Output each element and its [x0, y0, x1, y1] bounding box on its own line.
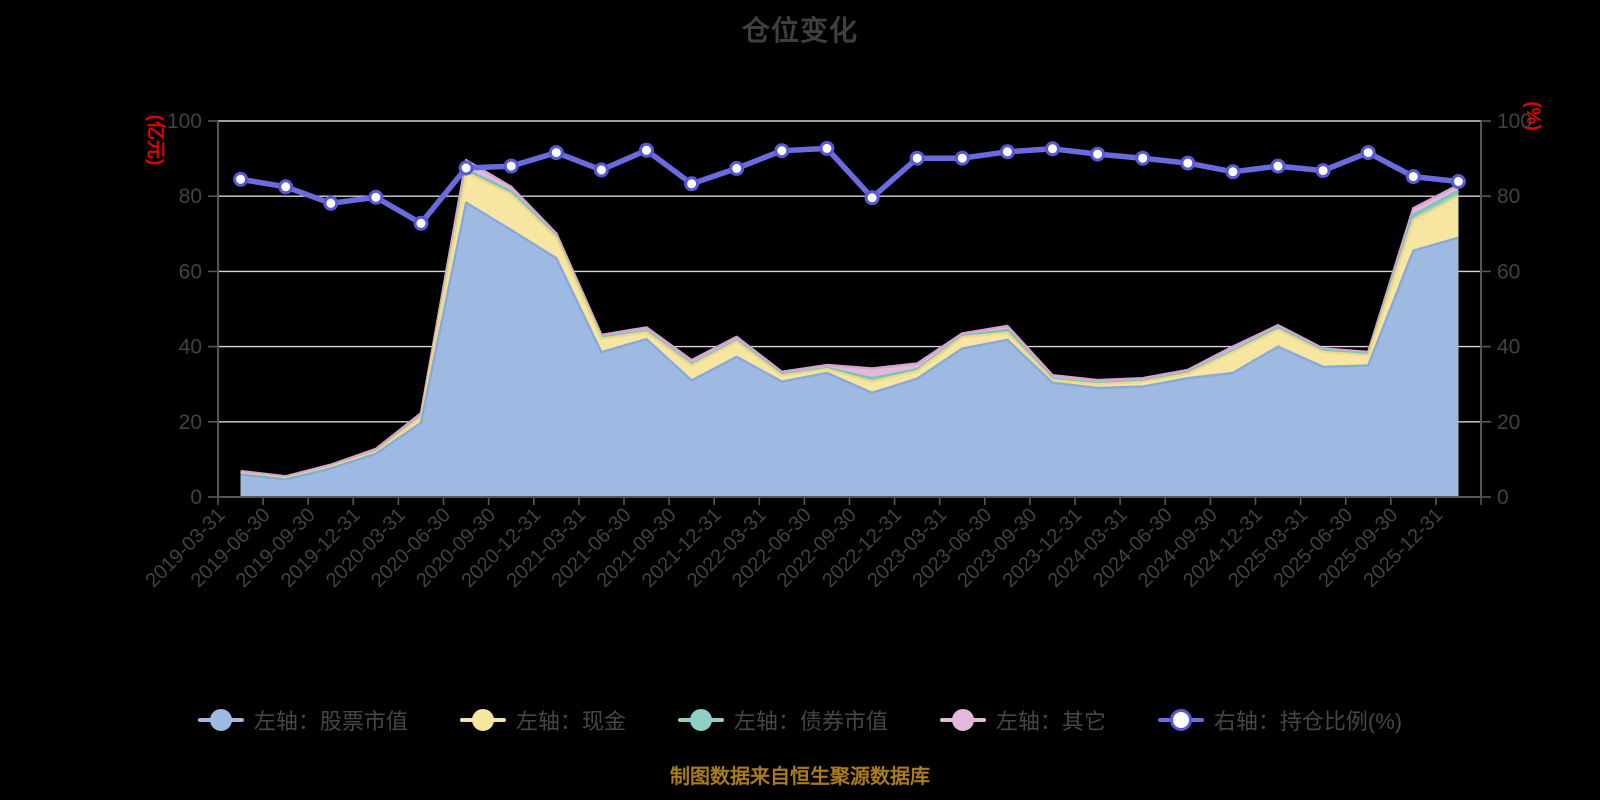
other-series-marker-icon [939, 708, 986, 732]
chart-legend: 左轴：股票市值 左轴：现金 左轴：债券市值 左轴：其它 右轴：持仓比例(%) [0, 704, 1600, 736]
legend-item-bond[interactable]: 左轴：债券市值 [677, 704, 888, 736]
legend-item-stock[interactable]: 左轴：股票市值 [197, 704, 408, 736]
svg-text:60: 60 [179, 260, 202, 283]
legend-item-other[interactable]: 左轴：其它 [939, 704, 1106, 736]
legend-label: 左轴：债券市值 [733, 709, 888, 734]
ratio-series-marker-icon [1157, 708, 1204, 732]
svg-text:80: 80 [179, 185, 202, 208]
svg-text:80: 80 [1497, 185, 1520, 208]
svg-text:0: 0 [1497, 486, 1509, 509]
svg-text:0: 0 [190, 486, 202, 509]
svg-text:40: 40 [179, 336, 202, 359]
svg-text:40: 40 [1497, 336, 1520, 359]
legend-label: 右轴：持仓比例(%) [1213, 709, 1403, 734]
legend-item-cash[interactable]: 左轴：现金 [459, 704, 626, 736]
svg-text:100: 100 [167, 110, 202, 133]
cash-series-marker-icon [459, 708, 506, 732]
chart-title: 仓位变化 [741, 15, 858, 46]
legend-label: 左轴：其它 [995, 709, 1106, 734]
stock-series-marker-icon [197, 708, 244, 732]
svg-text:100: 100 [1497, 110, 1532, 133]
bond-series-marker-icon [677, 708, 724, 732]
svg-text:20: 20 [1497, 411, 1520, 434]
data-source-note: 制图数据来自恒生聚源数据库 [670, 766, 930, 788]
legend-label: 左轴：现金 [515, 709, 626, 734]
svg-text:60: 60 [1497, 260, 1520, 283]
legend-item-ratio[interactable]: 右轴：持仓比例(%) [1157, 704, 1403, 736]
svg-text:20: 20 [179, 411, 202, 434]
legend-label: 左轴：股票市值 [253, 709, 408, 734]
